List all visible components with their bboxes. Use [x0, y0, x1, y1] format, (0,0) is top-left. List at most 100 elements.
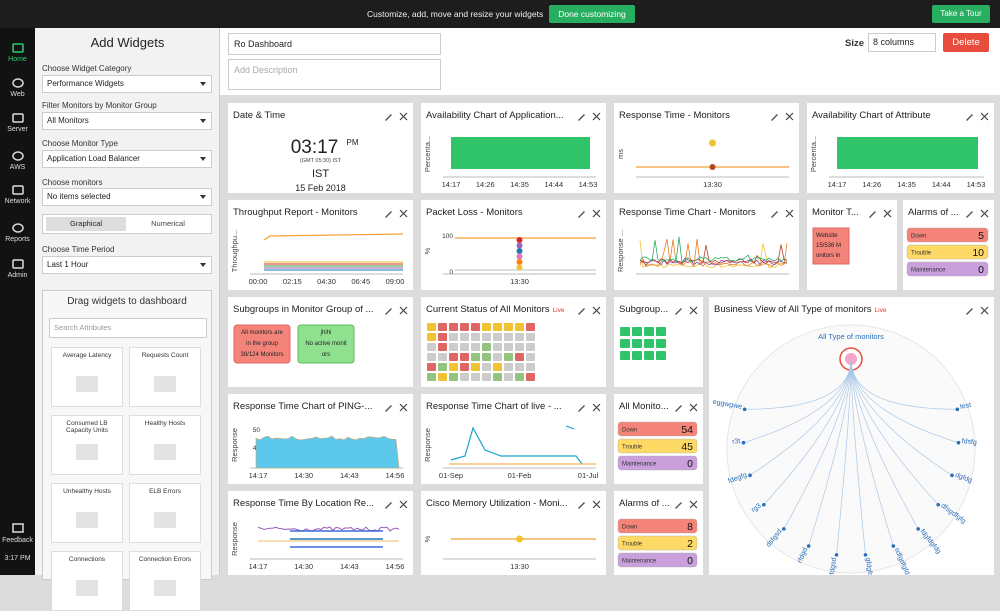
widget-tile[interactable]: Requests Count	[129, 347, 201, 407]
widget-actions[interactable]	[673, 499, 699, 509]
widget-actions[interactable]	[964, 111, 990, 121]
search-input[interactable]: Search Attributes	[49, 318, 207, 338]
widget-actions[interactable]	[576, 208, 602, 218]
add-widgets-panel: Add Widgets Choose Widget Category Perfo…	[35, 28, 220, 611]
tile-icon	[154, 512, 176, 528]
tile-label: Connections	[68, 556, 106, 563]
x-tick-label: 14:56	[386, 562, 405, 571]
widget: Availability Chart of Application... Perc…	[421, 103, 606, 193]
toggle: Graphical Numerical	[42, 214, 212, 234]
clock-tz: IST	[312, 168, 329, 180]
widget-actions[interactable]	[673, 305, 699, 315]
status-cell	[438, 323, 447, 331]
widget-title-text: Current Status of All Monitors	[426, 304, 550, 315]
tile-text: Website	[816, 233, 838, 239]
widget-actions[interactable]	[964, 208, 990, 218]
widget-actions[interactable]	[769, 111, 795, 121]
x-tick-label: 13:30	[703, 180, 722, 189]
dashboard-name-input[interactable]: Ro Dashboard	[228, 33, 441, 55]
nav-icon[interactable]	[11, 222, 25, 234]
close-icon	[399, 403, 408, 412]
alarm-label: Maintenance	[622, 462, 657, 468]
edge	[783, 358, 852, 530]
alarm-row	[617, 552, 698, 568]
widget-body	[427, 323, 535, 381]
root-label: All Type of monitors	[818, 332, 884, 341]
clock-ampm: PM	[347, 138, 359, 147]
widget-tile[interactable]: Connection Errors	[129, 551, 201, 611]
widget-title-text: Response Time By Location Re...	[233, 498, 374, 509]
widget-title-text: Subgroups in Monitor Group of ...	[233, 304, 374, 315]
widget-actions[interactable]	[576, 111, 602, 121]
nav-icon[interactable]	[11, 150, 25, 162]
x-tick-label: 14:43	[340, 471, 359, 480]
nav-icon[interactable]	[11, 184, 25, 196]
widget-tile[interactable]: Healthy Hosts	[129, 415, 201, 475]
feedback-icon[interactable]	[11, 522, 25, 534]
widget-actions[interactable]	[383, 111, 409, 121]
status-cell	[504, 373, 513, 381]
node	[761, 502, 766, 507]
y-axis-label: Throughpu...	[230, 230, 239, 273]
select[interactable]: All Monitors	[42, 112, 212, 130]
widget-actions[interactable]	[576, 305, 602, 315]
widget-title: Cisco Memory Utilization - Moni...	[426, 498, 567, 509]
select[interactable]: Last 1 Hour	[42, 256, 212, 274]
widget-body: All monitors are in the group 38/124 Monit…	[233, 324, 355, 364]
widget-tile[interactable]: Consumed LB Capacity Units	[51, 415, 123, 475]
size-select[interactable]: 8 columns	[868, 33, 936, 52]
view-circle	[726, 324, 976, 574]
status-cell	[427, 343, 436, 351]
top-bar: Customize, add, move and resize your wid…	[0, 0, 1000, 28]
close-icon	[592, 112, 601, 121]
widget-actions[interactable]	[383, 305, 409, 315]
widget-body: Down 5 Trouble 10 Maintenance 0	[906, 227, 989, 277]
select[interactable]: Application Load Balancer	[42, 150, 212, 168]
widget-tile[interactable]: Unhealthy Hosts	[51, 483, 123, 543]
nav-icon[interactable]	[11, 42, 25, 54]
select[interactable]: No items selected	[42, 188, 212, 206]
status-cell	[471, 323, 480, 331]
edit-icon	[869, 211, 876, 218]
widget-actions[interactable]	[576, 499, 602, 509]
x-tick-label: 09:00	[386, 277, 405, 286]
status-cell	[438, 363, 447, 371]
widget-tile[interactable]: ELB Errors	[129, 483, 201, 543]
widget-title-text: All Monito...	[619, 401, 669, 412]
toggle-numerical[interactable]: Numerical	[151, 219, 185, 228]
widget-actions[interactable]	[964, 305, 990, 315]
y-axis-label: %	[423, 247, 432, 254]
widget-actions[interactable]	[383, 499, 409, 509]
edit-icon	[385, 502, 392, 509]
edit-icon	[675, 308, 682, 315]
select[interactable]: Performance Widgets	[42, 75, 212, 93]
feedback-label[interactable]: Feedback	[2, 537, 33, 544]
widget-tile[interactable]: Connections	[51, 551, 123, 611]
toggle-graphical[interactable]: Graphical	[46, 217, 126, 231]
widget-actions[interactable]	[673, 402, 699, 412]
widget-actions[interactable]	[867, 208, 893, 218]
delete-button[interactable]: Delete	[943, 33, 989, 52]
widget-actions[interactable]	[769, 208, 795, 218]
tour-button[interactable]: Take a Tour	[932, 5, 990, 23]
subgroup-cell	[632, 351, 642, 360]
widget-actions[interactable]	[383, 208, 409, 218]
y-axis-label: ms	[616, 149, 625, 159]
node	[863, 553, 868, 557]
nav-icon[interactable]	[11, 112, 25, 124]
nav-icon[interactable]	[11, 77, 25, 89]
alarm-row	[617, 438, 698, 454]
close-icon	[980, 209, 989, 218]
widget-actions[interactable]	[576, 402, 602, 412]
widget-body: Response 14:17 14:30 14:43 14:56	[230, 522, 405, 571]
subgroup-cell	[644, 327, 654, 336]
widget-tile[interactable]: Average Latency	[51, 347, 123, 407]
description-input[interactable]: Add Description	[228, 59, 441, 90]
done-button[interactable]: Done customizing	[549, 5, 635, 23]
widget-title: Throughput Report - Monitors	[233, 207, 358, 218]
nav-label: Reports	[5, 236, 30, 243]
tile-icon	[76, 376, 98, 392]
nav-icon[interactable]	[11, 258, 25, 270]
widget-actions[interactable]	[383, 402, 409, 412]
node	[936, 502, 941, 507]
